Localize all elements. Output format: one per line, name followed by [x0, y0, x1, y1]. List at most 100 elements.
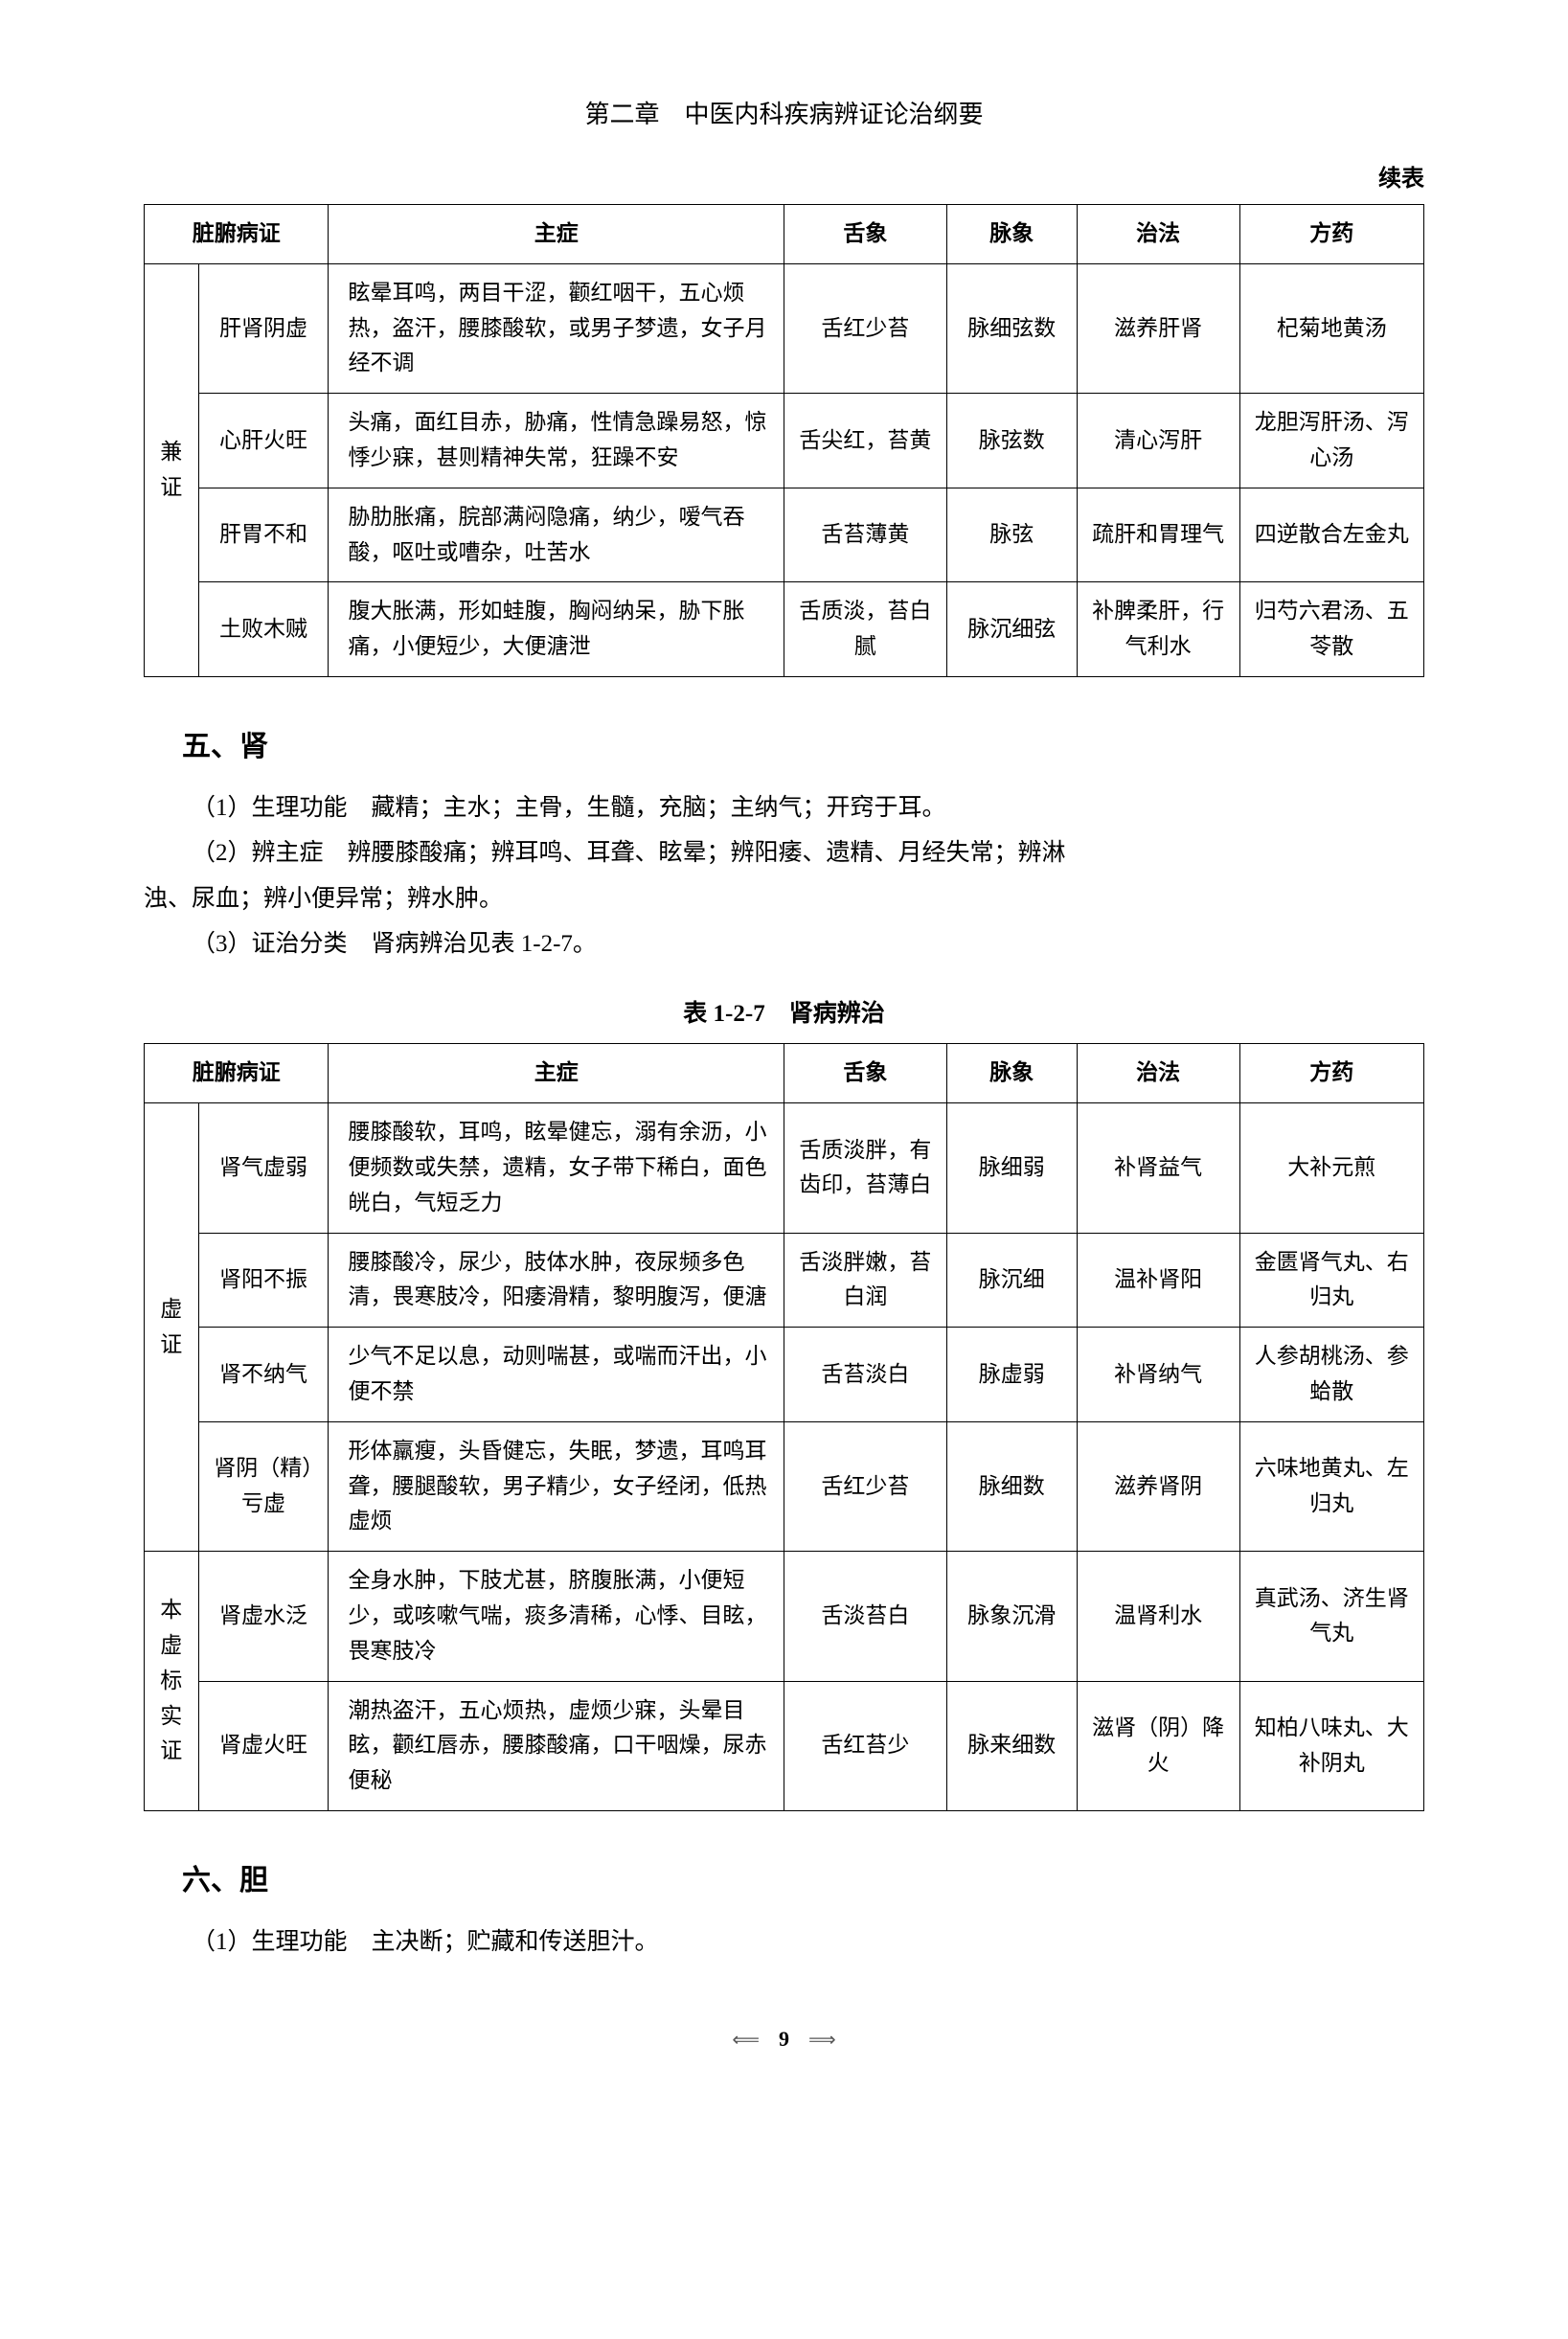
table-row: 心肝火旺 头痛，面红目赤，胁痛，性情急躁易怒，惊悸少寐，甚则精神失常，狂躁不安 …: [145, 394, 1424, 488]
table-row: 脏腑病证 主症 舌象 脉象 治法 方药: [145, 205, 1424, 264]
symptoms-cell: 腹大胀满，形如蛙腹，胸闷纳呆，胁下胀痛，小便短少，大便溏泄: [329, 582, 784, 677]
treatment-cell: 滋养肝肾: [1077, 263, 1239, 393]
page-number: 9: [771, 2026, 798, 2053]
table-row: 本虚标实证 肾虚水泛 全身水肿，下肢尤甚，脐腹胀满，小便短少，或咳嗽气喘，痰多清…: [145, 1552, 1424, 1681]
category-cell: 本虚标实证: [145, 1552, 199, 1811]
col-header: 主症: [329, 1044, 784, 1103]
symptoms-cell: 潮热盗汗，五心烦热，虚烦少寐，头晕目眩，颧红唇赤，腰膝酸痛，口干咽燥，尿赤便秘: [329, 1681, 784, 1810]
treatment-cell: 滋养肾阴: [1077, 1421, 1239, 1551]
subtype-cell: 肾不纳气: [198, 1328, 329, 1422]
section-title-kidney: 五、肾: [182, 725, 1424, 768]
treatment-cell: 补肾益气: [1077, 1103, 1239, 1233]
table-1-2-7: 脏腑病证 主症 舌象 脉象 治法 方药 虚证 肾气虚弱 腰膝酸软，耳鸣，眩晕健忘…: [144, 1043, 1424, 1811]
pulse-cell: 脉弦: [946, 488, 1077, 582]
table-row: 肾不纳气 少气不足以息，动则喘甚，或喘而汗出，小便不禁 舌苔淡白 脉虚弱 补肾纳…: [145, 1328, 1424, 1422]
category-cell: 虚证: [145, 1103, 199, 1552]
body-text: 浊、尿血；辨小便异常；辨水肿。: [144, 876, 1424, 922]
col-header: 脉象: [946, 205, 1077, 264]
tongue-cell: 舌淡苔白: [784, 1552, 946, 1681]
formula-cell: 真武汤、济生肾气丸: [1239, 1552, 1424, 1681]
body-text: （2）辨主症 辨腰膝酸痛；辨耳鸣、耳聋、眩晕；辨阳痿、遗精、月经失常；辨淋: [144, 830, 1424, 876]
formula-cell: 大补元煎: [1239, 1103, 1424, 1233]
table-row: 虚证 肾气虚弱 腰膝酸软，耳鸣，眩晕健忘，溺有余沥，小便频数或失禁，遗精，女子带…: [145, 1103, 1424, 1233]
table-row: 脏腑病证 主症 舌象 脉象 治法 方药: [145, 1044, 1424, 1103]
pulse-cell: 脉弦数: [946, 394, 1077, 488]
table-caption: 表 1-2-7 肾病辨治: [144, 996, 1424, 1033]
treatment-cell: 清心泻肝: [1077, 394, 1239, 488]
treatment-cell: 温肾利水: [1077, 1552, 1239, 1681]
col-header: 方药: [1239, 1044, 1424, 1103]
pulse-cell: 脉沉细: [946, 1233, 1077, 1328]
treatment-cell: 滋肾（阴）降火: [1077, 1681, 1239, 1810]
pulse-cell: 脉虚弱: [946, 1328, 1077, 1422]
symptoms-cell: 胁肋胀痛，脘部满闷隐痛，纳少，嗳气吞酸，呕吐或嘈杂，吐苦水: [329, 488, 784, 582]
table-row: 肝胃不和 胁肋胀痛，脘部满闷隐痛，纳少，嗳气吞酸，呕吐或嘈杂，吐苦水 舌苔薄黄 …: [145, 488, 1424, 582]
tongue-cell: 舌尖红，苔黄: [784, 394, 946, 488]
left-arrow-icon: ⟸: [732, 2026, 760, 2055]
subtype-cell: 肾虚水泛: [198, 1552, 329, 1681]
body-text: （1）生理功能 藏精；主水；主骨，生髓，充脑；主纳气；开窍于耳。: [144, 785, 1424, 831]
formula-cell: 知柏八味丸、大补阴丸: [1239, 1681, 1424, 1810]
tongue-cell: 舌红少苔: [784, 263, 946, 393]
col-header: 治法: [1077, 1044, 1239, 1103]
right-arrow-icon: ⟹: [808, 2026, 836, 2055]
treatment-cell: 补脾柔肝，行气利水: [1077, 582, 1239, 677]
tongue-cell: 舌苔淡白: [784, 1328, 946, 1422]
table-row: 兼证 肝肾阴虚 眩晕耳鸣，两目干涩，颧红咽干，五心烦热，盗汗，腰膝酸软，或男子梦…: [145, 263, 1424, 393]
continued-table-label: 续表: [144, 162, 1424, 196]
formula-cell: 金匮肾气丸、右归丸: [1239, 1233, 1424, 1328]
symptoms-cell: 头痛，面红目赤，胁痛，性情急躁易怒，惊悸少寐，甚则精神失常，狂躁不安: [329, 394, 784, 488]
tongue-cell: 舌红少苔: [784, 1421, 946, 1551]
tongue-cell: 舌质淡胖，有齿印，苔薄白: [784, 1103, 946, 1233]
subtype-cell: 肾阴（精）亏虚: [198, 1421, 329, 1551]
formula-cell: 六味地黄丸、左归丸: [1239, 1421, 1424, 1551]
page-footer: ⟸ 9 ⟹: [144, 2023, 1424, 2055]
col-header: 舌象: [784, 205, 946, 264]
formula-cell: 杞菊地黄汤: [1239, 263, 1424, 393]
table-1-continued: 脏腑病证 主症 舌象 脉象 治法 方药 兼证 肝肾阴虚 眩晕耳鸣，两目干涩，颧红…: [144, 204, 1424, 677]
formula-cell: 人参胡桃汤、参蛤散: [1239, 1328, 1424, 1422]
subtype-cell: 肝肾阴虚: [198, 263, 329, 393]
formula-cell: 归芍六君汤、五苓散: [1239, 582, 1424, 677]
treatment-cell: 温补肾阳: [1077, 1233, 1239, 1328]
subtype-cell: 肝胃不和: [198, 488, 329, 582]
col-header: 方药: [1239, 205, 1424, 264]
subtype-cell: 心肝火旺: [198, 394, 329, 488]
pulse-cell: 脉沉细弦: [946, 582, 1077, 677]
tongue-cell: 舌质淡，苔白腻: [784, 582, 946, 677]
pulse-cell: 脉象沉滑: [946, 1552, 1077, 1681]
col-header: 舌象: [784, 1044, 946, 1103]
table-row: 肾阳不振 腰膝酸冷，尿少，肢体水肿，夜尿频多色清，畏寒肢冷，阳痿滑精，黎明腹泻，…: [145, 1233, 1424, 1328]
symptoms-cell: 少气不足以息，动则喘甚，或喘而汗出，小便不禁: [329, 1328, 784, 1422]
tongue-cell: 舌苔薄黄: [784, 488, 946, 582]
pulse-cell: 脉细弦数: [946, 263, 1077, 393]
table-row: 肾虚火旺 潮热盗汗，五心烦热，虚烦少寐，头晕目眩，颧红唇赤，腰膝酸痛，口干咽燥，…: [145, 1681, 1424, 1810]
col-header: 脏腑病证: [145, 205, 329, 264]
subtype-cell: 肾气虚弱: [198, 1103, 329, 1233]
pulse-cell: 脉细数: [946, 1421, 1077, 1551]
col-header: 治法: [1077, 205, 1239, 264]
treatment-cell: 疏肝和胃理气: [1077, 488, 1239, 582]
table-row: 肾阴（精）亏虚 形体羸瘦，头昏健忘，失眠，梦遗，耳鸣耳聋，腰腿酸软，男子精少，女…: [145, 1421, 1424, 1551]
tongue-cell: 舌淡胖嫩，苔白润: [784, 1233, 946, 1328]
symptoms-cell: 全身水肿，下肢尤甚，脐腹胀满，小便短少，或咳嗽气喘，痰多清稀，心悸、目眩，畏寒肢…: [329, 1552, 784, 1681]
tongue-cell: 舌红苔少: [784, 1681, 946, 1810]
section-title-gallbladder: 六、胆: [182, 1859, 1424, 1902]
pulse-cell: 脉来细数: [946, 1681, 1077, 1810]
pulse-cell: 脉细弱: [946, 1103, 1077, 1233]
formula-cell: 龙胆泻肝汤、泻心汤: [1239, 394, 1424, 488]
table-row: 土败木贼 腹大胀满，形如蛙腹，胸闷纳呆，胁下胀痛，小便短少，大便溏泄 舌质淡，苔…: [145, 582, 1424, 677]
col-header: 脏腑病证: [145, 1044, 329, 1103]
symptoms-cell: 形体羸瘦，头昏健忘，失眠，梦遗，耳鸣耳聋，腰腿酸软，男子精少，女子经闭，低热虚烦: [329, 1421, 784, 1551]
formula-cell: 四逆散合左金丸: [1239, 488, 1424, 582]
symptoms-cell: 腰膝酸冷，尿少，肢体水肿，夜尿频多色清，畏寒肢冷，阳痿滑精，黎明腹泻，便溏: [329, 1233, 784, 1328]
symptoms-cell: 腰膝酸软，耳鸣，眩晕健忘，溺有余沥，小便频数或失禁，遗精，女子带下稀白，面色㿠白…: [329, 1103, 784, 1233]
body-text: （3）证治分类 肾病辨治见表 1-2-7。: [144, 921, 1424, 967]
col-header: 主症: [329, 205, 784, 264]
subtype-cell: 土败木贼: [198, 582, 329, 677]
category-cell: 兼证: [145, 263, 199, 676]
body-text: （1）生理功能 主决断；贮藏和传送胆汁。: [144, 1919, 1424, 1965]
symptoms-cell: 眩晕耳鸣，两目干涩，颧红咽干，五心烦热，盗汗，腰膝酸软，或男子梦遗，女子月经不调: [329, 263, 784, 393]
col-header: 脉象: [946, 1044, 1077, 1103]
chapter-header: 第二章 中医内科疾病辨证论治纲要: [144, 96, 1424, 133]
